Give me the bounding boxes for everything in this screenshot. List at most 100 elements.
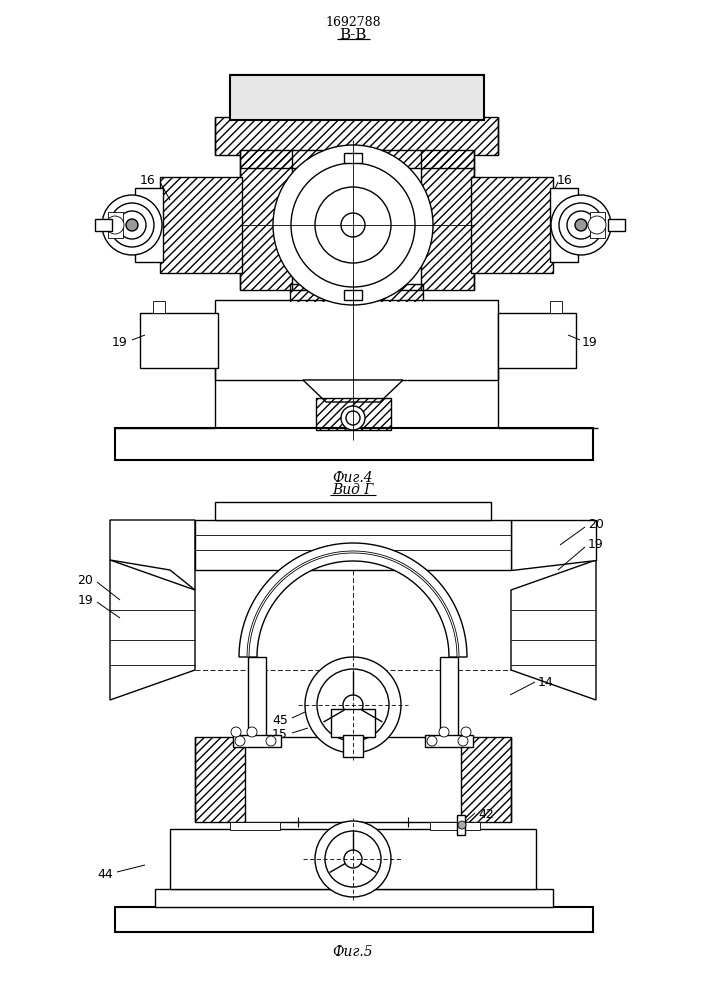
Polygon shape bbox=[110, 520, 195, 590]
Text: Вид Г: Вид Г bbox=[332, 483, 374, 497]
Bar bbox=[140, 313, 218, 368]
Circle shape bbox=[315, 821, 391, 897]
Circle shape bbox=[118, 211, 146, 239]
Bar bbox=[230, 822, 280, 830]
Circle shape bbox=[551, 195, 611, 255]
Circle shape bbox=[266, 736, 276, 746]
Circle shape bbox=[343, 695, 363, 715]
Circle shape bbox=[341, 213, 365, 237]
Bar bbox=[215, 300, 498, 380]
Bar bbox=[461, 737, 511, 822]
Bar bbox=[240, 150, 474, 290]
Bar bbox=[421, 150, 474, 290]
Text: Фиг.4: Фиг.4 bbox=[333, 471, 373, 485]
Text: В-В: В-В bbox=[339, 28, 367, 42]
Bar bbox=[160, 177, 242, 273]
Bar bbox=[498, 313, 576, 368]
Bar bbox=[316, 398, 391, 430]
Text: 42: 42 bbox=[478, 808, 493, 822]
Bar bbox=[233, 735, 281, 747]
Bar bbox=[240, 150, 474, 168]
Circle shape bbox=[273, 145, 433, 305]
Circle shape bbox=[106, 216, 124, 234]
Circle shape bbox=[231, 727, 241, 737]
Polygon shape bbox=[247, 551, 459, 657]
Bar bbox=[230, 75, 484, 120]
Circle shape bbox=[110, 203, 154, 247]
Text: 14: 14 bbox=[538, 676, 554, 688]
Bar bbox=[215, 502, 491, 520]
Circle shape bbox=[341, 406, 365, 430]
Bar bbox=[135, 188, 163, 262]
Bar bbox=[240, 150, 292, 290]
Text: 15: 15 bbox=[272, 728, 288, 742]
Bar bbox=[195, 737, 511, 822]
Bar bbox=[471, 177, 553, 273]
Circle shape bbox=[439, 727, 449, 737]
Text: 20: 20 bbox=[77, 574, 93, 586]
Bar bbox=[550, 301, 562, 313]
Bar bbox=[160, 177, 242, 273]
Circle shape bbox=[461, 727, 471, 737]
Bar bbox=[195, 520, 511, 570]
Bar bbox=[344, 153, 362, 163]
Bar bbox=[115, 907, 593, 932]
Bar bbox=[155, 889, 553, 907]
Bar bbox=[215, 117, 498, 155]
Text: 19: 19 bbox=[582, 336, 598, 350]
Text: 20: 20 bbox=[588, 518, 604, 532]
Circle shape bbox=[102, 195, 162, 255]
Bar bbox=[590, 212, 605, 238]
Bar bbox=[135, 188, 163, 262]
Text: 45: 45 bbox=[272, 714, 288, 726]
Circle shape bbox=[458, 821, 466, 829]
Text: Фиг.5: Фиг.5 bbox=[333, 945, 373, 959]
Circle shape bbox=[235, 736, 245, 746]
Circle shape bbox=[325, 831, 381, 887]
Circle shape bbox=[317, 669, 389, 741]
Circle shape bbox=[588, 216, 606, 234]
Text: 44: 44 bbox=[98, 868, 113, 882]
Bar bbox=[425, 735, 473, 747]
Text: 19: 19 bbox=[77, 593, 93, 606]
Polygon shape bbox=[239, 543, 467, 657]
Bar bbox=[195, 737, 245, 822]
Circle shape bbox=[344, 850, 362, 868]
Bar bbox=[343, 735, 363, 757]
Bar bbox=[108, 212, 123, 238]
Bar bbox=[248, 657, 266, 737]
Text: 16: 16 bbox=[140, 174, 156, 186]
Circle shape bbox=[305, 657, 401, 753]
Bar bbox=[115, 428, 593, 460]
Circle shape bbox=[559, 203, 603, 247]
Circle shape bbox=[126, 219, 138, 231]
Circle shape bbox=[315, 187, 391, 263]
Bar bbox=[457, 815, 465, 835]
Polygon shape bbox=[303, 380, 403, 402]
Circle shape bbox=[575, 219, 587, 231]
Bar bbox=[290, 284, 423, 302]
Polygon shape bbox=[511, 560, 596, 700]
Text: 19: 19 bbox=[588, 538, 604, 552]
Circle shape bbox=[427, 736, 437, 746]
Bar bbox=[471, 177, 553, 273]
Circle shape bbox=[247, 727, 257, 737]
Bar bbox=[344, 290, 362, 300]
Text: 1692788: 1692788 bbox=[325, 15, 381, 28]
Text: 16: 16 bbox=[557, 174, 573, 186]
Bar bbox=[153, 301, 165, 313]
Text: 19: 19 bbox=[112, 336, 128, 350]
Bar bbox=[608, 219, 625, 231]
Bar bbox=[440, 657, 458, 737]
Polygon shape bbox=[110, 560, 195, 700]
Circle shape bbox=[567, 211, 595, 239]
Polygon shape bbox=[511, 520, 596, 570]
Bar bbox=[95, 219, 112, 231]
Circle shape bbox=[291, 163, 415, 287]
Circle shape bbox=[458, 736, 468, 746]
Bar bbox=[550, 188, 578, 262]
Circle shape bbox=[346, 411, 360, 425]
Bar bbox=[550, 188, 578, 262]
Bar bbox=[430, 822, 480, 830]
Bar bbox=[331, 709, 375, 737]
